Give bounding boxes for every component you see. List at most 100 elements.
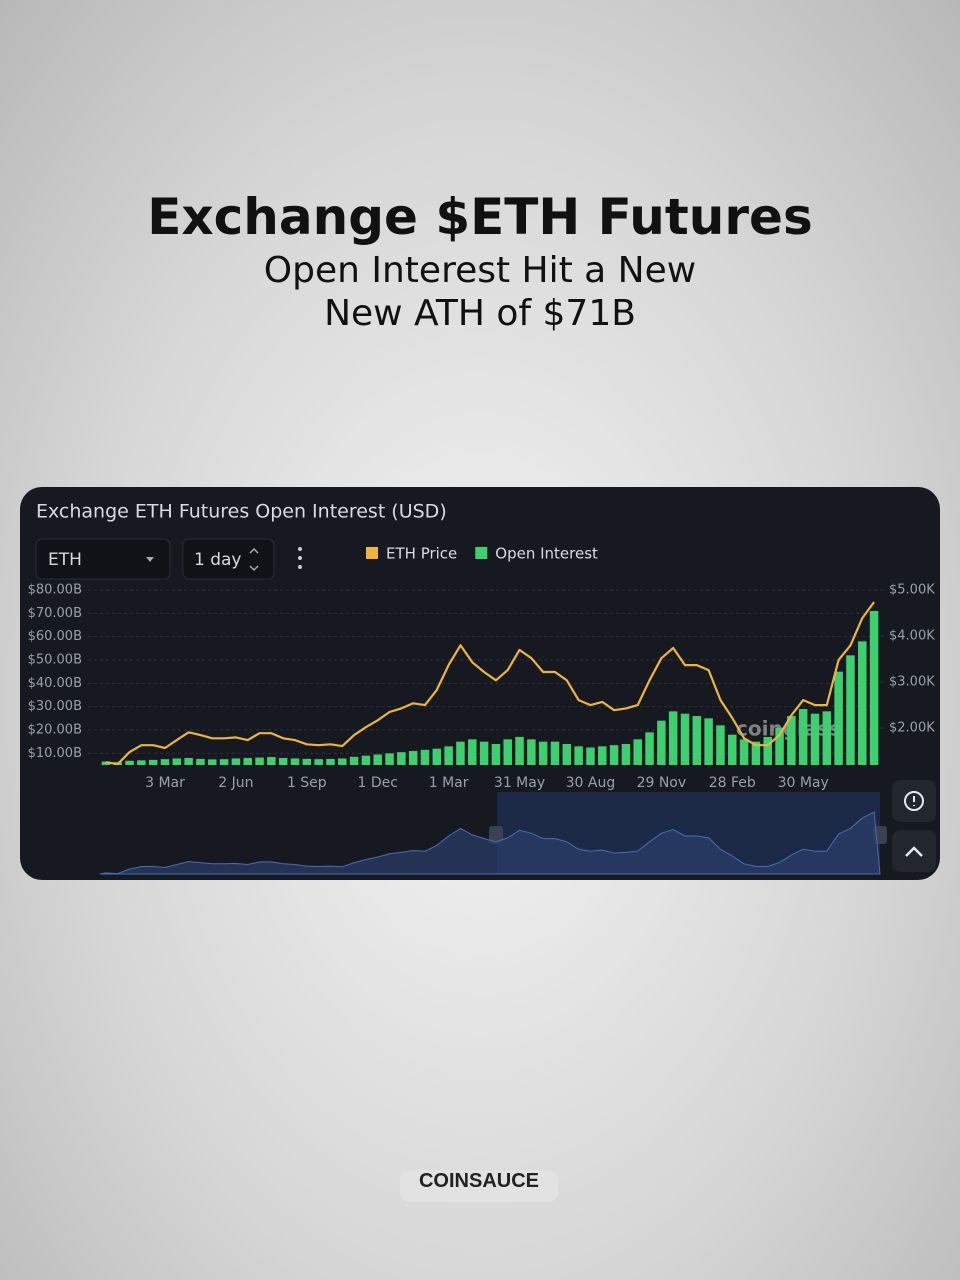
interval-select[interactable] (182, 538, 275, 580)
price-line (105, 601, 875, 766)
y-tick-label: $50.00B (28, 653, 82, 668)
oi-bar (125, 760, 134, 765)
oi-bar (716, 725, 725, 765)
subtitle: New ATH of $71B (324, 293, 636, 334)
oi-bar (846, 655, 855, 765)
oi-bar (361, 755, 371, 765)
oi-bar (290, 758, 300, 765)
oi-bar (692, 716, 702, 765)
oi-bar (787, 716, 796, 765)
oi-bar (456, 741, 465, 765)
oi-bar (338, 758, 347, 765)
oi-bar (408, 751, 418, 765)
oi-bar (385, 753, 394, 765)
legend-label: Open Interest (495, 545, 598, 563)
collapse-button[interactable] (892, 830, 936, 872)
oi-bar (137, 760, 146, 765)
oi-bar (196, 758, 205, 765)
x-tick-label: 1 Sep (287, 775, 327, 791)
oi-bar (668, 711, 678, 765)
oi-bar (633, 739, 642, 765)
chevron-icon (905, 846, 923, 857)
watermark: coinglass (736, 717, 841, 741)
chart-title: Exchange ETH Futures Open Interest (USD) (36, 501, 447, 523)
oi-bar (739, 739, 749, 765)
x-tick-label: 28 Feb (709, 775, 756, 791)
oi-bar (255, 757, 264, 765)
oi-bar (550, 741, 560, 765)
x-tick-label: 30 Aug (566, 775, 616, 791)
legend-swatch (366, 547, 378, 559)
y-tick-label: $30.00B (28, 699, 82, 714)
oi-bar (704, 718, 713, 765)
oi-bar (869, 611, 879, 765)
interval-label: 1 day (194, 550, 242, 570)
x-tick-label: 31 May (494, 775, 545, 791)
oi-bar (834, 671, 843, 765)
navigator-handle[interactable] (489, 826, 503, 844)
oi-bar (562, 744, 572, 765)
y2-tick-label: $3.00K (889, 675, 935, 690)
y-tick-label: $40.00B (28, 676, 82, 691)
subtitle: Open Interest Hit a New (263, 250, 697, 291)
oi-bar (314, 759, 323, 765)
oi-bar (172, 758, 182, 765)
oi-bar (858, 641, 867, 765)
oi-bar (219, 759, 229, 765)
oi-bar (680, 713, 690, 765)
oi-bar (148, 759, 158, 765)
y-tick-label: $10.00B (28, 746, 82, 761)
oi-bar (267, 757, 276, 765)
oi-bar (397, 752, 406, 765)
headline: Exchange $ETH Futures (147, 188, 813, 246)
oi-bar (515, 737, 524, 765)
oi-bar (657, 720, 666, 765)
oi-bar (609, 745, 619, 765)
y2-tick-label: $2.00K (889, 721, 935, 736)
navigator-area (99, 811, 881, 875)
oi-bar (184, 758, 193, 765)
y-tick-label: $20.00B (28, 723, 82, 738)
oi-bar (444, 746, 453, 765)
oi-bar (621, 744, 631, 765)
oi-bar (468, 739, 477, 765)
brand-badge: COINSAUCE (400, 1170, 558, 1202)
legend-swatch (475, 547, 488, 559)
oi-bar (101, 761, 111, 765)
oi-bar (775, 727, 784, 765)
y-tick-label: $70.00B (28, 606, 82, 621)
oi-bar (278, 758, 288, 765)
x-tick-label: 30 May (778, 775, 829, 791)
dropdown-arrow (146, 557, 154, 562)
oi-bar (538, 741, 548, 765)
oi-bar (763, 737, 772, 765)
stepper-icon (249, 547, 259, 572)
x-tick-label: 3 Mar (145, 775, 185, 791)
oi-bar (113, 762, 122, 765)
oi-bar (420, 749, 430, 765)
alert-icon (904, 791, 924, 811)
oi-bar (574, 746, 583, 765)
oi-bar (349, 756, 359, 765)
oi-bar (491, 744, 501, 765)
navigator-handle[interactable] (873, 826, 887, 844)
oi-bar (598, 746, 607, 765)
oi-bar (373, 754, 382, 765)
oi-bar (432, 748, 442, 765)
oi-bar (243, 758, 252, 765)
oi-bar (645, 732, 654, 765)
x-tick-label: 29 Nov (637, 775, 687, 791)
y2-tick-label: $4.00K (889, 629, 935, 644)
legend-label: ETH Price (386, 545, 457, 563)
asset-select[interactable] (35, 538, 171, 580)
navigator-window[interactable] (497, 792, 880, 874)
y2-tick-label: $5.00K (889, 583, 935, 598)
alert-button[interactable] (892, 780, 936, 822)
oi-bar (503, 739, 512, 765)
menu-dots[interactable] (298, 547, 302, 569)
oi-bar (586, 747, 595, 765)
x-tick-label: 1 Dec (358, 775, 398, 791)
x-tick-label: 2 Jun (218, 775, 253, 791)
oi-bar (231, 758, 241, 765)
